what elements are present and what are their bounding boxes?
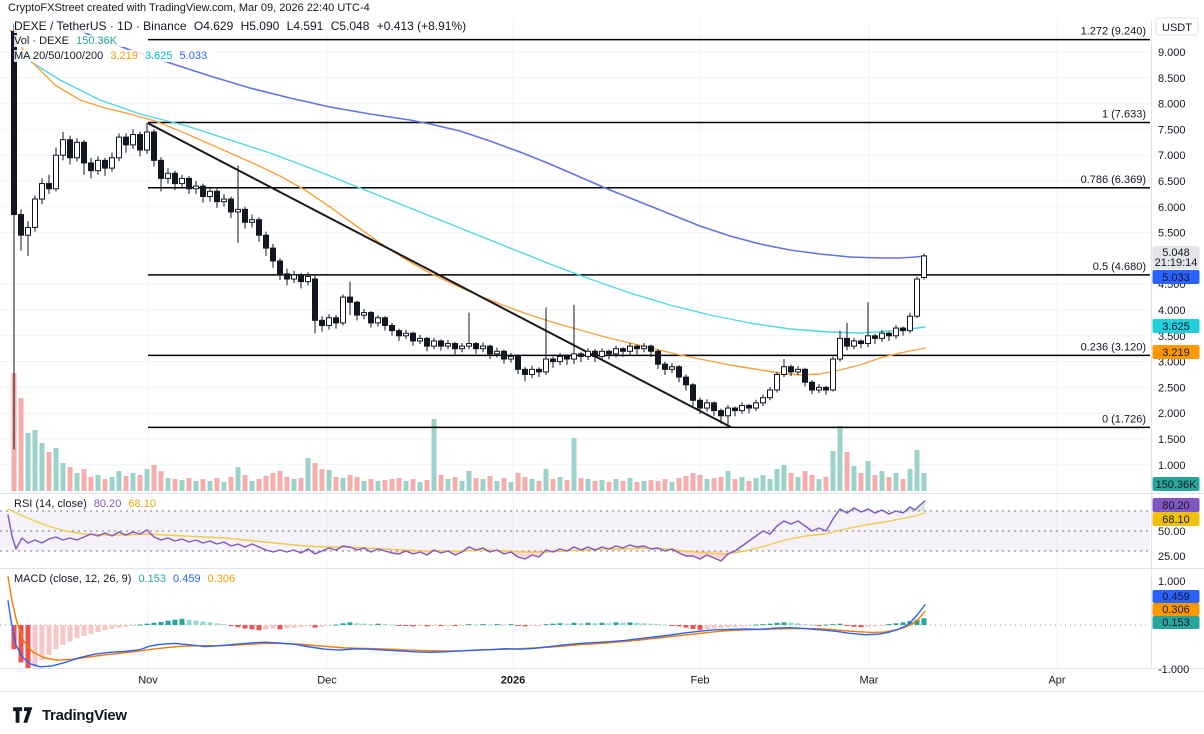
svg-text:25.00: 25.00 [1158,551,1186,563]
svg-text:0.306: 0.306 [1162,604,1190,616]
currency-label: USDT [1162,22,1192,34]
svg-text:1 (7.633): 1 (7.633) [1102,109,1146,121]
svg-text:150.36K: 150.36K [1156,479,1198,491]
ma-legend-row[interactable]: MA 20/50/100/200 3.219 3.625 5.033 [14,50,215,62]
svg-text:80.20: 80.20 [1162,500,1190,512]
ma-label: MA 20/50/100/200 [14,50,104,62]
brand-name: TradingView [42,706,127,724]
volume-series [11,373,927,491]
svg-text:8.500: 8.500 [1158,73,1186,85]
time-scale[interactable]: Nov Dec 2026 Feb Mar Apr [138,675,1066,687]
svg-text:9.000: 9.000 [1158,47,1186,59]
svg-text:21:19:14: 21:19:14 [1155,257,1198,269]
symbol-title: DEXE / TetherUS · 1D · Binance [14,19,187,33]
rsi-label: RSI (14, close) [14,498,87,510]
svg-text:8.000: 8.000 [1158,99,1186,111]
chart-canvas[interactable]: 1.272 (9.240) 1 (7.633) 0.786 (6.369) 0.5 (… [0,16,1204,692]
svg-text:-1.000: -1.000 [1158,664,1189,676]
svg-text:5.048: 5.048 [1162,247,1190,259]
svg-text:50.00: 50.00 [1158,526,1186,538]
attribution-text: CryptoFXStreet created with TradingView.… [8,2,370,14]
rsi-value: 80.20 [93,498,122,510]
rsi-pane[interactable] [0,500,1150,562]
ohlc-open: O4.629 [193,19,234,33]
macd-hist-value: 0.153 [138,573,166,585]
chart-area[interactable]: 1.272 (9.240) 1 (7.633) 0.786 (6.369) 0.5 (… [0,16,1204,692]
tradingview-logo-icon [13,707,33,723]
svg-text:Dec: Dec [317,675,337,687]
volume-label: Vol · DEXE [14,35,70,47]
svg-text:1.000: 1.000 [1158,460,1186,472]
svg-text:0.786 (6.369): 0.786 (6.369) [1081,174,1146,186]
svg-text:4.000: 4.000 [1158,305,1186,317]
svg-text:6.000: 6.000 [1158,202,1186,214]
svg-text:3.625: 3.625 [1162,321,1190,333]
svg-text:0.459: 0.459 [1162,591,1190,603]
svg-text:2.000: 2.000 [1158,408,1186,420]
tradingview-branding[interactable]: TradingView [12,706,127,724]
svg-text:3.500: 3.500 [1158,331,1186,343]
volume-value: 150.36K [76,35,118,47]
svg-text:0 (1.726): 0 (1.726) [1102,413,1146,425]
pane-separators [0,20,1204,692]
fib-retracement[interactable]: 1.272 (9.240) 1 (7.633) 0.786 (6.369) 0.5 (… [148,26,1150,429]
svg-text:7.500: 7.500 [1158,124,1186,136]
svg-text:Apr: Apr [1048,675,1065,687]
svg-text:5.500: 5.500 [1158,228,1186,240]
volume-legend-row[interactable]: Vol · DEXE 150.36K [14,35,125,47]
macd-legend-row[interactable]: MACD (close, 12, 26, 9) 0.153 0.459 0.30… [14,573,243,585]
svg-text:2.500: 2.500 [1158,382,1186,394]
svg-text:0.153: 0.153 [1162,617,1190,629]
svg-text:1.000: 1.000 [1158,576,1186,588]
symbol-legend-row[interactable]: DEXE / TetherUS · 1D · Binance O4.629 H5… [14,19,474,33]
macd-line-value: 0.459 [173,573,201,585]
svg-text:7.000: 7.000 [1158,150,1186,162]
svg-text:6.500: 6.500 [1158,176,1186,188]
ma-lines [9,19,926,376]
svg-text:5.033: 5.033 [1162,272,1190,284]
grid-lines [0,20,1150,669]
svg-text:68.10: 68.10 [1162,514,1190,526]
svg-text:3.000: 3.000 [1158,357,1186,369]
rsi-ma-value: 68.10 [128,498,156,510]
macd-label: MACD (close, 12, 26, 9) [14,573,132,585]
ohlc-change: +0.413 (+8.91%) [376,19,467,33]
ma50-value: 3.219 [110,50,138,62]
svg-text:Feb: Feb [691,675,710,687]
ohlc-close: C5.048 [330,19,370,33]
rsi-legend-row[interactable]: RSI (14, close) 80.20 68.10 [14,498,163,510]
ma100-value: 3.625 [144,50,173,62]
ma200-value: 5.033 [179,50,208,62]
svg-text:3.219: 3.219 [1162,347,1190,359]
ohlc-high: H5.090 [240,19,280,33]
svg-text:Nov: Nov [138,675,158,687]
svg-text:1.500: 1.500 [1158,434,1186,446]
svg-text:2026: 2026 [501,675,525,687]
macd-signal-value: 0.306 [207,573,236,585]
macd-pane[interactable] [0,575,1150,669]
svg-text:1.272 (9.240): 1.272 (9.240) [1081,26,1146,38]
ohlc-low: L4.591 [286,19,324,33]
candlestick-series [11,23,927,450]
trendline[interactable] [147,122,732,429]
svg-text:0.5 (4.680): 0.5 (4.680) [1093,261,1146,273]
svg-text:Mar: Mar [860,675,879,687]
svg-text:0.236 (3.120): 0.236 (3.120) [1081,341,1146,353]
